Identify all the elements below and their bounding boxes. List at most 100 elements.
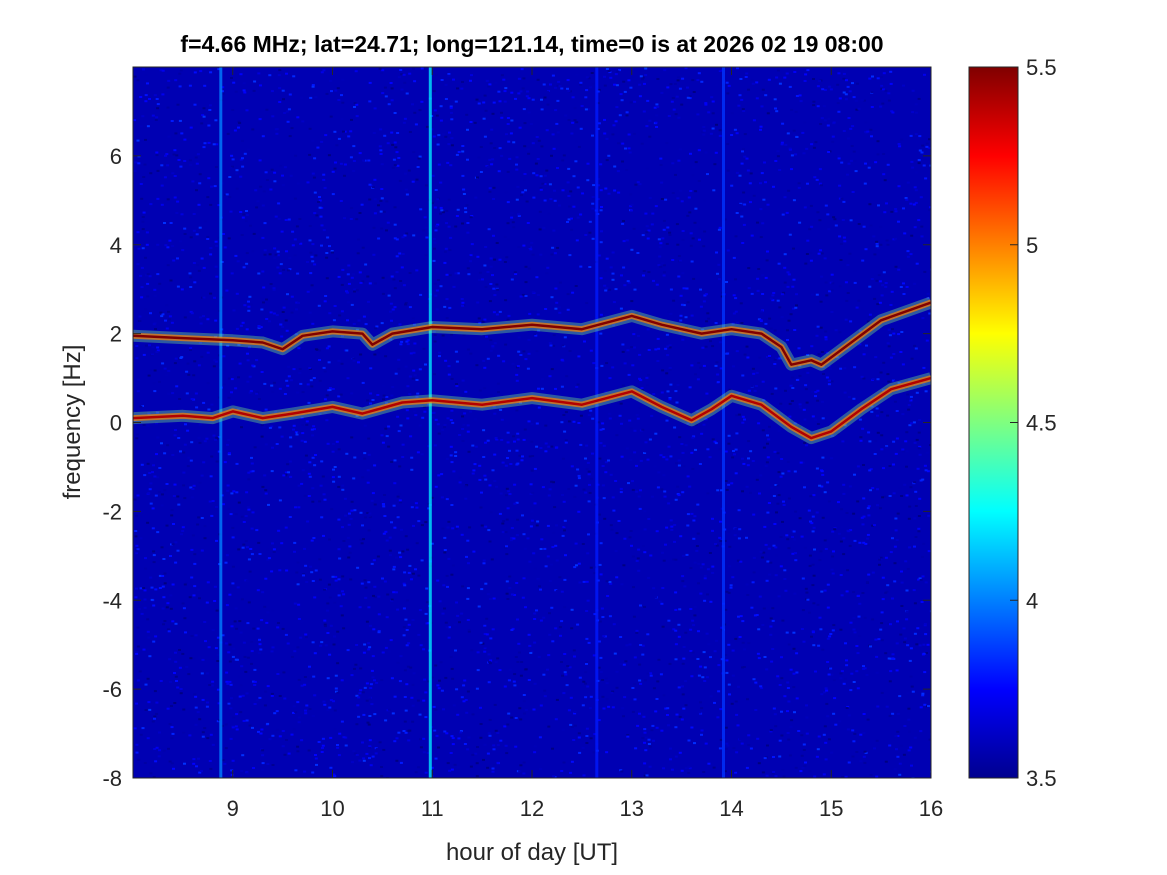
noise-speck bbox=[466, 748, 470, 751]
noise-speck bbox=[244, 220, 248, 223]
noise-speck bbox=[681, 338, 685, 341]
noise-speck bbox=[742, 110, 746, 112]
noise-speck bbox=[450, 111, 453, 114]
noise-speck bbox=[164, 154, 167, 157]
noise-speck bbox=[371, 676, 375, 679]
noise-speck bbox=[617, 402, 621, 405]
noise-speck bbox=[243, 152, 247, 155]
noise-speck bbox=[862, 665, 865, 668]
noise-speck bbox=[382, 532, 386, 535]
noise-speck bbox=[337, 359, 341, 362]
noise-speck bbox=[920, 235, 924, 238]
noise-speck bbox=[171, 583, 175, 586]
noise-speck bbox=[697, 630, 700, 633]
noise-speck bbox=[372, 226, 376, 229]
noise-speck bbox=[316, 146, 320, 149]
noise-speck bbox=[318, 199, 322, 202]
noise-speck bbox=[284, 471, 288, 474]
noise-speck bbox=[325, 347, 329, 350]
noise-speck bbox=[512, 141, 516, 144]
noise-speck bbox=[623, 696, 627, 699]
noise-speck bbox=[692, 166, 696, 169]
noise-speck bbox=[185, 666, 189, 668]
noise-speck bbox=[918, 135, 922, 138]
noise-speck bbox=[270, 470, 274, 473]
noise-speck bbox=[476, 746, 479, 748]
noise-speck bbox=[560, 590, 564, 593]
noise-speck bbox=[772, 407, 776, 410]
noise-speck bbox=[853, 159, 857, 162]
noise-speck bbox=[278, 387, 282, 390]
noise-speck bbox=[555, 122, 559, 125]
noise-speck bbox=[784, 389, 787, 392]
noise-speck bbox=[396, 415, 400, 418]
noise-speck bbox=[361, 524, 364, 527]
noise-speck bbox=[621, 707, 625, 710]
noise-speck bbox=[520, 68, 524, 71]
noise-speck bbox=[522, 438, 526, 441]
noise-speck bbox=[234, 607, 238, 610]
noise-speck bbox=[897, 333, 901, 336]
noise-speck bbox=[405, 629, 409, 631]
noise-speck bbox=[206, 351, 210, 354]
noise-speck bbox=[727, 683, 731, 686]
noise-speck bbox=[345, 290, 348, 293]
noise-speck bbox=[286, 293, 289, 296]
noise-speck bbox=[424, 238, 428, 241]
noise-speck bbox=[152, 382, 156, 385]
noise-speck bbox=[849, 159, 853, 162]
noise-speck bbox=[845, 659, 848, 662]
noise-speck bbox=[215, 143, 219, 146]
noise-speck bbox=[393, 695, 397, 698]
noise-speck bbox=[358, 152, 362, 155]
noise-speck bbox=[309, 565, 312, 568]
noise-speck bbox=[394, 479, 398, 482]
noise-speck bbox=[145, 243, 149, 246]
noise-speck bbox=[498, 100, 502, 103]
noise-speck bbox=[367, 581, 371, 584]
noise-speck bbox=[314, 754, 317, 756]
noise-speck bbox=[326, 236, 330, 239]
noise-speck bbox=[774, 574, 778, 577]
noise-speck bbox=[256, 200, 260, 203]
noise-speck bbox=[357, 238, 360, 241]
noise-speck bbox=[479, 95, 483, 98]
noise-speck bbox=[441, 219, 445, 222]
noise-speck bbox=[633, 288, 637, 291]
noise-speck bbox=[137, 758, 141, 761]
noise-speck bbox=[753, 389, 757, 392]
noise-speck bbox=[393, 459, 397, 462]
noise-speck bbox=[189, 276, 193, 279]
noise-speck bbox=[492, 405, 496, 408]
noise-speck bbox=[176, 257, 179, 260]
noise-speck bbox=[486, 357, 490, 360]
noise-speck bbox=[764, 322, 768, 325]
noise-speck bbox=[857, 594, 860, 597]
noise-speck bbox=[728, 693, 731, 696]
noise-speck bbox=[717, 228, 721, 231]
noise-speck bbox=[888, 465, 892, 467]
noise-speck bbox=[371, 492, 375, 495]
noise-speck bbox=[328, 653, 332, 656]
noise-speck bbox=[628, 536, 632, 539]
noise-speck bbox=[138, 320, 142, 322]
noise-speck bbox=[768, 355, 771, 357]
noise-speck bbox=[743, 203, 747, 206]
noise-speck bbox=[678, 715, 682, 718]
noise-speck bbox=[334, 89, 338, 92]
noise-speck bbox=[660, 391, 664, 394]
noise-speck bbox=[830, 289, 834, 292]
noise-speck bbox=[181, 526, 185, 529]
noise-speck bbox=[914, 536, 918, 538]
noise-speck bbox=[284, 219, 288, 221]
noise-speck bbox=[705, 320, 709, 323]
noise-speck bbox=[588, 483, 591, 486]
noise-speck bbox=[284, 319, 288, 322]
noise-speck bbox=[244, 515, 248, 517]
noise-speck bbox=[326, 677, 330, 680]
noise-speck bbox=[726, 92, 730, 95]
noise-speck bbox=[434, 485, 438, 488]
noise-speck bbox=[622, 564, 626, 567]
noise-speck bbox=[350, 276, 354, 279]
noise-speck bbox=[574, 285, 578, 287]
